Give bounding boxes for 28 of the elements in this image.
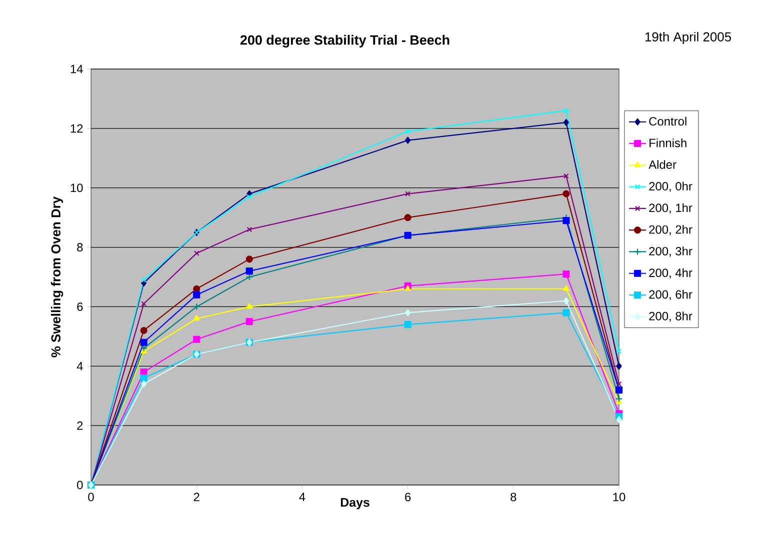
y-tick-label: 0 [77,480,83,490]
y-tick-label: 8 [77,243,83,252]
legend-label: Alder [648,160,676,169]
y-tick-label: 2 [77,421,83,430]
y-tick-label: 12 [70,124,83,133]
x-tick-label: 10 [613,492,626,502]
y-tick-label: 10 [70,184,83,192]
legend-label: 200, 2hr [649,225,692,236]
x-tick-label: 4 [299,492,306,501]
legend-label: Finnish [650,138,686,148]
legend-label: 200, 0hr [649,182,692,192]
legend-label: 200, 1hr [649,203,692,214]
chart-title: 200 degree Stability Trial - Beech [240,34,450,48]
x-tick-label: 8 [510,492,516,502]
y-tick-label: 14 [70,64,83,74]
y-axis-title: % Swelling from Oven Dry [50,196,64,358]
legend-label: 200, 4hr [649,268,692,278]
text: 19th April 2005 [645,32,731,44]
legend-label: Control [649,116,686,126]
legend-label: 200, 8hr [649,312,692,322]
y-tick-label: 6 [77,302,83,311]
x-tick-label: 0 [88,492,94,502]
legend-label: 200, 3hr [649,246,692,257]
x-tick-label: 2 [194,492,200,502]
legend-label: 200, 6hr [649,290,692,300]
x-tick-label: 6 [405,492,411,502]
y-tick-label: 4 [76,362,83,370]
x-axis-title: Days [340,498,370,510]
